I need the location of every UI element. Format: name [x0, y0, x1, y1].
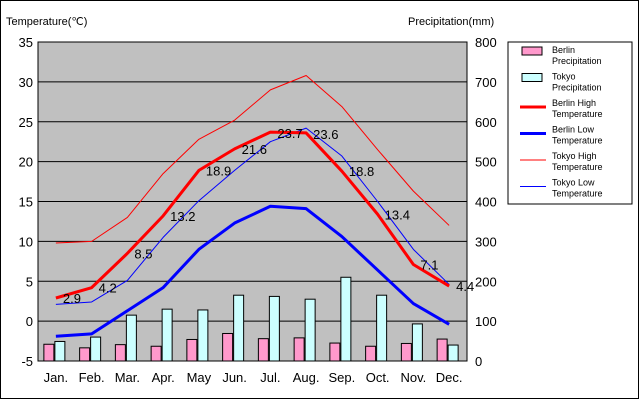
bar-berlin-precipitation [114, 344, 126, 362]
line-tokyo-low-temperature [55, 127, 450, 305]
bar-berlin-precipitation [436, 338, 448, 362]
right-tick-label: 300 [475, 234, 497, 249]
bar-berlin-precipitation [150, 345, 162, 362]
category-label: Aug. [293, 370, 320, 385]
data-label: 13.2 [170, 209, 195, 224]
bar-tokyo-precipitation [447, 344, 459, 362]
bar-berlin-precipitation [400, 342, 412, 362]
line-berlin-low-temperature [55, 204, 450, 338]
line-berlin-high-temperature [55, 130, 450, 300]
right-tick-label: 800 [475, 35, 497, 50]
category-label: Mar. [115, 370, 140, 385]
legend-label-tokyo-precipitation: Precipitation [552, 83, 602, 93]
bar-berlin-precipitation [79, 347, 91, 362]
legend-label-berlin-high-temperature: Berlin High [552, 98, 596, 108]
bar-berlin-precipitation [257, 338, 269, 362]
category-label: May [187, 370, 212, 385]
legend-label-berlin-precipitation: Precipitation [552, 56, 602, 66]
category-label: Apr. [152, 370, 175, 385]
category-label: Jan. [44, 370, 69, 385]
left-tick-label: 15 [19, 195, 33, 210]
bar-tokyo-precipitation [90, 336, 102, 362]
data-label: 23.7 [277, 126, 302, 141]
bar-berlin-precipitation [43, 343, 55, 362]
data-label: 4.4 [456, 279, 474, 294]
bar-tokyo-precipitation [233, 294, 245, 362]
right-tick-label: 100 [475, 314, 497, 329]
category-label: Jun. [222, 370, 247, 385]
line-tokyo-high-temperature [55, 74, 450, 244]
data-label: 13.4 [385, 207, 410, 222]
bar-tokyo-precipitation [376, 294, 388, 362]
legend-label-berlin-high-temperature: Temperature [552, 109, 603, 119]
category-label: Jul. [260, 370, 280, 385]
category-label: Oct. [366, 370, 390, 385]
right-tick-label: 0 [475, 354, 482, 369]
legend-swatch-tokyo-precipitation [521, 73, 543, 82]
category-label: Sep. [329, 370, 356, 385]
category-label: Nov. [400, 370, 426, 385]
legend-label-berlin-low-temperature: Temperature [552, 136, 603, 146]
data-label: 2.9 [63, 291, 81, 306]
plot-border [37, 41, 468, 362]
legend-label-tokyo-high-temperature: Temperature [552, 162, 603, 172]
legend-label-tokyo-low-temperature: Temperature [552, 189, 603, 199]
data-label: 4.2 [99, 281, 117, 296]
bar-berlin-precipitation [222, 332, 234, 362]
legend-label-tokyo-precipitation: Tokyo [552, 72, 576, 82]
right-tick-label: 500 [475, 155, 497, 170]
legend-label-tokyo-low-temperature: Tokyo Low [552, 178, 595, 188]
left-tick-label: 20 [19, 155, 33, 170]
bar-tokyo-precipitation [304, 298, 316, 362]
left-tick-label: 30 [19, 75, 33, 90]
left-tick-label: 25 [19, 115, 33, 130]
bar-tokyo-precipitation [197, 309, 209, 362]
legend-label-berlin-low-temperature: Berlin Low [552, 125, 595, 135]
data-label: 18.9 [206, 163, 231, 178]
right-tick-label: 400 [475, 195, 497, 210]
bar-berlin-precipitation [186, 338, 198, 362]
data-label: 23.6 [313, 127, 338, 142]
right-tick-label: 600 [475, 115, 497, 130]
data-label: 18.8 [349, 164, 374, 179]
legend-swatch-berlin-precipitation [521, 46, 543, 56]
bar-berlin-precipitation [365, 345, 377, 362]
data-label: 21.6 [242, 142, 267, 157]
bar-tokyo-precipitation [268, 295, 280, 362]
left-tick-label: 0 [26, 314, 33, 329]
left-tick-label: 5 [26, 274, 33, 289]
data-label: 7.1 [420, 258, 438, 273]
bar-tokyo-precipitation [411, 323, 423, 362]
bar-tokyo-precipitation [54, 340, 66, 362]
right-tick-label: 200 [475, 274, 497, 289]
category-label: Feb. [79, 370, 105, 385]
left-tick-label: -5 [21, 354, 33, 369]
data-label: 8.5 [134, 246, 152, 261]
bar-tokyo-precipitation [161, 308, 173, 362]
legend-label-tokyo-high-temperature: Tokyo High [552, 151, 597, 161]
legend-box [507, 41, 633, 205]
left-axis-label: Temperature(℃) [6, 16, 87, 28]
bar-berlin-precipitation [329, 342, 341, 362]
bar-tokyo-precipitation [125, 314, 137, 362]
bar-tokyo-precipitation [340, 276, 352, 362]
legend-label-berlin-precipitation: Berlin [552, 45, 575, 55]
right-axis-label: Precipitation(mm) [408, 16, 494, 28]
right-tick-label: 700 [475, 75, 497, 90]
category-label: Dec. [436, 370, 463, 385]
bar-berlin-precipitation [293, 337, 305, 362]
left-tick-label: 35 [19, 35, 33, 50]
left-tick-label: 10 [19, 234, 33, 249]
